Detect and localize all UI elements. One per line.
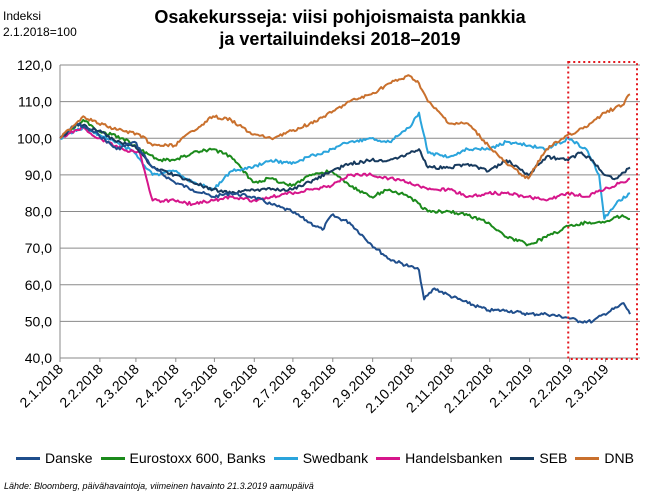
legend-item-dnb: DNB [575,450,634,466]
chart-title-line-2: ja vertailuindeksi 2018–2019 [219,29,461,49]
legend-label-seb: SEB [539,450,568,466]
legend-label-danske: Danske [45,450,93,466]
y-tick-label: 50,0 [25,313,52,329]
legend-swatch-eurostoxx [100,456,125,460]
legend-item-handelsbanken: Handelsbanken [376,450,502,466]
chart-title-line-1: Osakekursseja: viisi pohjoismaista pankk… [154,7,526,27]
y-axis-label-line-2: 2.1.2018=100 [3,25,77,39]
series-line-danske [59,122,631,324]
y-tick-label: 90,0 [25,167,52,183]
legend-swatch-seb [510,456,535,460]
series-line-dnb [59,74,631,180]
highlight-box [567,61,638,360]
y-tick-label: 110,0 [18,94,52,110]
y-tick-label: 80,0 [25,204,52,220]
legend-swatch-danske [16,456,41,460]
source-note: Lähde: Bloomberg, päivähavaintoja, viime… [4,481,314,491]
y-tick-label: 60,0 [25,277,52,293]
legend-label-swedbank: Swedbank [302,450,369,466]
legend-item-swedbank: Swedbank [273,450,369,466]
legend-label-eurostoxx: Eurostoxx 600, Banks [129,450,266,466]
y-tick-label: 120,0 [17,57,52,73]
legend-swatch-dnb [575,456,600,460]
y-axis-label: Indeksi 2.1.2018=100 [3,8,77,40]
legend-item-seb: SEB [510,450,567,466]
legend-swatch-handelsbanken [376,456,401,460]
series-line-eurostoxx-600-banks [59,118,631,247]
legend-item-eurostoxx: Eurostoxx 600, Banks [100,450,266,466]
series-line-handelsbanken [59,126,631,207]
legend-item-danske: Danske [16,450,93,466]
line-chart: 40,050,060,070,080,090,0100,0110,0120,02… [16,57,640,416]
series-line-swedbank [59,111,631,220]
legend-swatch-swedbank [273,456,298,460]
y-tick-label: 70,0 [25,240,52,256]
legend: Danske Eurostoxx 600, Banks Swedbank Han… [0,450,650,466]
legend-label-dnb: DNB [604,450,634,466]
y-axis-label-line-1: Indeksi [3,9,42,23]
y-tick-label: 100,0 [17,130,52,146]
y-tick-label: 40,0 [25,350,52,366]
chart-title: Osakekursseja: viisi pohjoismaista pankk… [60,6,620,50]
legend-label-handelsbanken: Handelsbanken [405,450,503,466]
